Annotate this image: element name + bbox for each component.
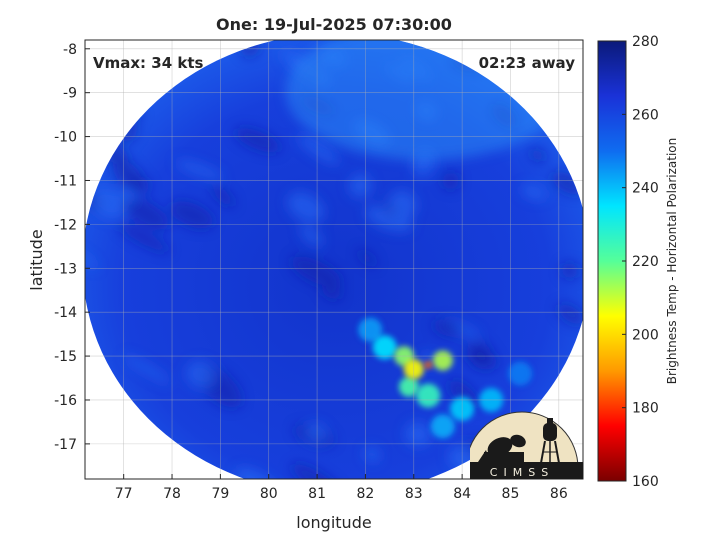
swath-disc <box>85 40 583 479</box>
x-tick-label: 83 <box>405 486 423 502</box>
cold-cluster <box>358 317 383 342</box>
x-axis-label: longitude <box>296 513 371 532</box>
cold-cluster <box>398 376 419 397</box>
x-tick-label: 81 <box>308 486 326 502</box>
x-tick-label: 82 <box>357 486 375 502</box>
x-axis-ticks: 77 78 79 80 81 82 83 84 85 86 <box>115 474 568 502</box>
x-tick-label: 80 <box>260 486 278 502</box>
colorbar-gradient <box>597 40 627 482</box>
cold-cluster <box>416 383 441 408</box>
cold-cluster <box>424 360 433 369</box>
plot-frame <box>84 39 584 480</box>
colorbar-tick-label: 260 <box>632 107 659 123</box>
y-tick-label: -11 <box>54 173 77 189</box>
colorbar: 160 180 200 220 240 260 280 Brightness Temp - … <box>597 34 679 490</box>
y-tick-label: -10 <box>54 130 77 146</box>
cimss-logo: CIMSS <box>470 411 583 479</box>
x-tick-label: 79 <box>211 486 229 502</box>
cold-cluster <box>432 350 453 371</box>
y-tick-label: -15 <box>54 349 77 365</box>
colorbar-tick-label: 240 <box>632 181 659 197</box>
time-away-annotation: 02:23 away <box>479 54 576 72</box>
y-tick-label: -13 <box>54 261 77 277</box>
y-axis-label: latitude <box>27 229 46 290</box>
swath-layer <box>85 40 583 479</box>
logo-banner <box>470 462 583 479</box>
logo-text: CIMSS <box>490 466 554 479</box>
y-axis-ticks: -8 -9 -10 -11 -12 -13 -14 -15 -16 -17 <box>54 42 90 453</box>
x-tick-label: 84 <box>453 486 471 502</box>
y-tick-label: -17 <box>54 437 77 453</box>
x-tick-label: 78 <box>163 486 181 502</box>
x-tick-label: 85 <box>502 486 520 502</box>
colorbar-label: Brightness Temp - Horizontal Polarizatio… <box>665 138 679 385</box>
vmax-annotation: Vmax: 34 kts <box>93 54 203 72</box>
grid-lines <box>85 40 583 479</box>
colorbar-tick-label: 160 <box>632 474 659 490</box>
colorbar-ticks: 160 180 200 220 240 260 280 <box>622 34 659 490</box>
colorbar-tick-label: 180 <box>632 401 659 417</box>
y-tick-label: -16 <box>54 393 77 409</box>
y-tick-label: -9 <box>63 86 77 102</box>
cold-cloud-clusters <box>358 317 533 439</box>
colorbar-tick-label: 280 <box>632 34 659 50</box>
y-tick-label: -8 <box>63 42 77 58</box>
x-tick-label: 77 <box>115 486 133 502</box>
satellite-dish-icon <box>478 434 526 462</box>
x-tick-label: 86 <box>550 486 568 502</box>
y-tick-label: -14 <box>54 305 77 321</box>
colorbar-tick-label: 220 <box>632 254 659 270</box>
chart-title: One: 19-Jul-2025 07:30:00 <box>216 15 452 34</box>
colorbar-tick-label: 200 <box>632 327 659 343</box>
cold-cluster <box>508 361 533 386</box>
water-tower-icon <box>540 418 560 464</box>
cold-cluster <box>372 335 397 360</box>
cold-cluster <box>430 414 455 439</box>
y-tick-label: -12 <box>54 217 77 233</box>
